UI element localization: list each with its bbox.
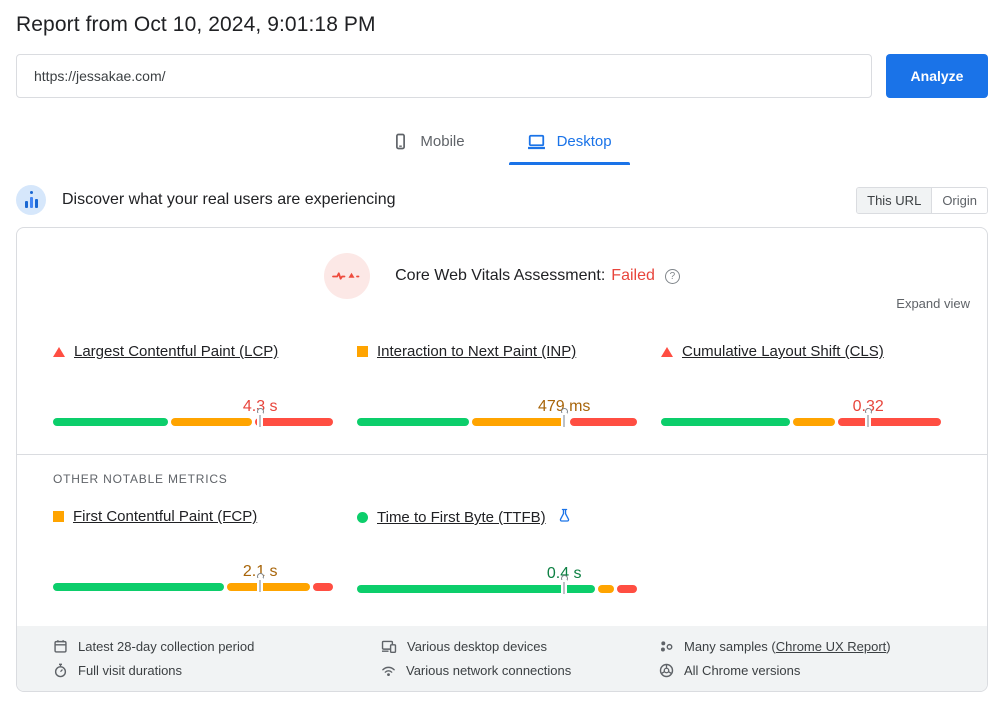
chrome-icon (659, 663, 674, 678)
other-metrics-heading: OTHER NOTABLE METRICS (53, 472, 228, 486)
needs-improvement-segment (471, 418, 567, 426)
metric-link-fcp[interactable]: First Contentful Paint (FCP) (73, 508, 258, 525)
p75-marker (256, 408, 264, 427)
cwv-assessment-result: Failed (611, 267, 655, 284)
metric-cls: Cumulative Layout Shift (CLS) 0.32 (661, 343, 941, 427)
status-icon (53, 346, 65, 357)
other-metrics-row: First Contentful Paint (FCP) 2.1 s Time … (17, 486, 987, 594)
poor-segment (837, 418, 941, 426)
scope-this-url-button[interactable]: This URL (857, 187, 933, 213)
poor-segment (569, 418, 638, 426)
tab-desktop-label: Desktop (556, 133, 612, 150)
page-title: Report from Oct 10, 2024, 9:01:18 PM (16, 13, 376, 36)
cwv-assessment-label: Core Web Vitals Assessment: (395, 267, 606, 284)
p75-marker (256, 573, 264, 592)
metric-link-inp[interactable]: Interaction to Next Paint (INP) (377, 343, 577, 360)
metric-value: 0.32 (852, 398, 884, 415)
tab-desktop[interactable]: Desktop (508, 127, 630, 165)
footnote-visit-durations: Full visit durations (53, 663, 381, 678)
footnote-collection-period: Latest 28-day collection period (53, 639, 381, 654)
experiment-flask-icon[interactable] (557, 508, 572, 527)
footnote-devices: Various desktop devices (381, 639, 659, 654)
mobile-phone-icon (392, 133, 409, 150)
metric-inp: Interaction to Next Paint (INP) 479 ms (357, 343, 638, 427)
needs-improvement-segment (792, 418, 835, 426)
metric-link-cls[interactable]: Cumulative Layout Shift (CLS) (682, 343, 884, 360)
devices-icon (381, 639, 397, 654)
desktop-icon (527, 134, 546, 150)
status-icon (357, 346, 368, 357)
good-segment (53, 583, 224, 591)
field-data-header: Discover what your real users are experi… (16, 185, 988, 215)
help-icon[interactable]: ? (664, 268, 680, 284)
metric-value: 4.3 s (242, 398, 278, 415)
footnote-versions: All Chrome versions (659, 663, 951, 678)
needs-improvement-segment (597, 585, 615, 593)
metric-value: 479 ms (537, 398, 591, 415)
distribution-bar (357, 408, 638, 427)
needs-improvement-segment (226, 583, 311, 591)
distribution-bar (357, 575, 638, 594)
cwv-assessment-header: Core Web Vitals Assessment: Failed ? (17, 228, 987, 299)
status-icon (53, 511, 64, 522)
device-tabs: Mobile Desktop (16, 127, 988, 165)
metric-lcp: Largest Contentful Paint (LCP) 4.3 s (53, 343, 333, 427)
metric-link-ttfb[interactable]: Time to First Byte (TTFB) (377, 509, 546, 526)
distribution-bar (661, 408, 941, 427)
chrome-ux-report-link[interactable]: Chrome UX Report (775, 639, 887, 654)
calendar-icon (53, 639, 68, 654)
samples-icon (659, 639, 674, 654)
field-data-card: Core Web Vitals Assessment: Failed ? Exp… (16, 227, 988, 692)
footnote-samples: Many samples (Chrome UX Report) (659, 639, 951, 654)
url-bar: Analyze (16, 54, 988, 98)
distribution-bar (53, 408, 333, 427)
metric-value: 0.4 s (546, 565, 582, 582)
metric-value: 2.1 s (242, 563, 278, 580)
poor-segment (313, 583, 333, 591)
scope-origin-button[interactable]: Origin (932, 187, 987, 213)
poor-segment (254, 418, 333, 426)
status-icon (661, 346, 673, 357)
metric-ttfb: Time to First Byte (TTFB) 0.4 s (357, 508, 638, 594)
distribution-bar (53, 573, 333, 592)
poor-segment (617, 585, 638, 593)
section-divider (17, 454, 987, 455)
good-segment (357, 418, 469, 426)
good-segment (661, 418, 790, 426)
core-metrics-row: Largest Contentful Paint (LCP) 4.3 s Int… (17, 313, 987, 427)
field-data-heading: Discover what your real users are experi… (62, 191, 396, 208)
good-segment (357, 585, 595, 593)
pulse-icon (324, 253, 371, 299)
expand-view-link[interactable]: Expand view (896, 296, 970, 311)
network-icon (381, 663, 396, 678)
footnote-connections: Various network connections (381, 663, 659, 678)
collection-footnotes: Latest 28-day collection period Full vis… (17, 626, 987, 691)
p75-marker (560, 408, 568, 427)
analyze-button[interactable]: Analyze (886, 54, 988, 98)
status-icon (357, 512, 368, 523)
real-users-chart-icon (16, 185, 46, 215)
url-input[interactable] (16, 54, 872, 98)
scope-toggle: This URL Origin (856, 186, 988, 214)
metric-link-lcp[interactable]: Largest Contentful Paint (LCP) (74, 343, 279, 360)
needs-improvement-segment (170, 418, 252, 426)
metric-fcp: First Contentful Paint (FCP) 2.1 s (53, 508, 333, 593)
p75-marker (864, 408, 872, 427)
stopwatch-icon (53, 663, 68, 678)
good-segment (53, 418, 168, 426)
p75-marker (560, 575, 568, 594)
tab-mobile[interactable]: Mobile (390, 127, 466, 165)
tab-mobile-label: Mobile (420, 133, 465, 150)
